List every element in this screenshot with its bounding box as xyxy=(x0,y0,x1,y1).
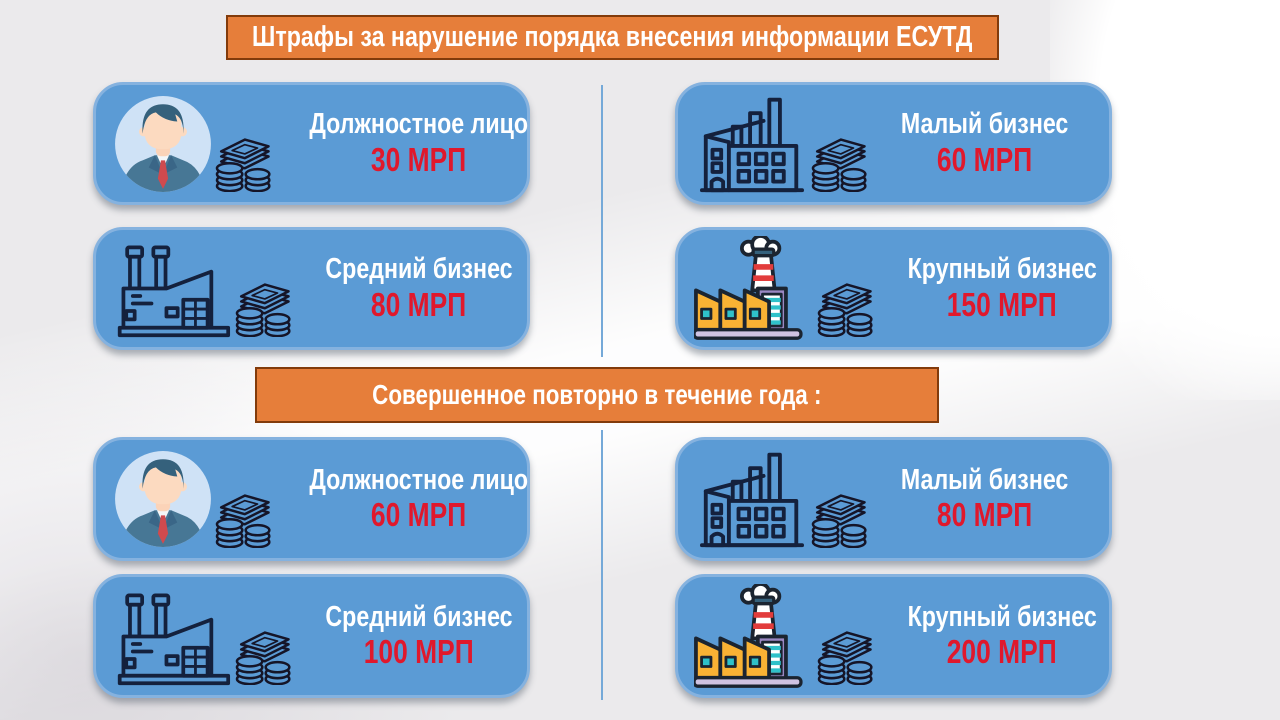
fine-card-official: Должностное лицо 30 МРП xyxy=(93,82,530,205)
money-stack-icon xyxy=(206,126,282,192)
card-label: Малый бизнес xyxy=(900,108,1069,141)
small-factory-icon xyxy=(694,92,810,196)
card-value: 80 МРП xyxy=(371,285,467,323)
card-value: 100 МРП xyxy=(363,633,474,671)
repeated-violation-section: Должностное лицо 60 МРП Малый бизнес 80 … xyxy=(93,437,1112,698)
column-divider-top xyxy=(601,85,603,357)
repeat-banner-label: Совершенное повторно в течение года : xyxy=(372,379,822,410)
card-text: Крупный бизнес 150 МРП xyxy=(884,254,1126,322)
card-label: Крупный бизнес xyxy=(907,253,1097,286)
card-value: 150 МРП xyxy=(947,285,1058,323)
card-value: 60 МРП xyxy=(936,140,1033,178)
card-label: Малый бизнес xyxy=(900,463,1069,496)
medium-factory-icon xyxy=(112,238,234,339)
card-label: Должностное лицо xyxy=(309,108,529,141)
card-value: 80 МРП xyxy=(936,496,1033,534)
card-text: Крупный бизнес 200 МРП xyxy=(884,602,1126,670)
fine-card-large-business-repeat: Крупный бизнес 200 МРП xyxy=(675,574,1112,698)
repeat-banner: Совершенное повторно в течение года : xyxy=(255,367,939,423)
card-text: Должностное лицо 30 МРП xyxy=(282,109,561,177)
fine-card-medium-business-repeat: Средний бизнес 100 МРП xyxy=(93,574,530,698)
first-violation-section: Должностное лицо 30 МРП Малый бизнес 60 … xyxy=(93,82,1112,350)
card-label: Средний бизнес xyxy=(325,600,513,633)
money-stack-icon xyxy=(226,619,302,685)
card-text: Средний бизнес 80 МРП xyxy=(302,254,542,322)
medium-factory-icon xyxy=(112,586,234,687)
card-value: 30 МРП xyxy=(371,140,467,178)
card-value: 60 МРП xyxy=(371,496,467,534)
fine-card-medium-business: Средний бизнес 80 МРП xyxy=(93,227,530,350)
money-stack-icon xyxy=(808,271,884,337)
title-banner-label: Штрафы за нарушение порядка внесения инф… xyxy=(252,21,973,53)
money-stack-icon xyxy=(802,482,878,548)
card-label: Средний бизнес xyxy=(325,253,513,286)
fine-card-large-business: Крупный бизнес 150 МРП xyxy=(675,227,1112,350)
official-person-icon xyxy=(112,448,214,550)
card-text: Средний бизнес 100 МРП xyxy=(302,602,542,670)
column-divider-bottom xyxy=(601,430,603,700)
large-factory-icon xyxy=(694,236,816,341)
card-value: 200 МРП xyxy=(947,633,1058,671)
card-label: Крупный бизнес xyxy=(907,600,1097,633)
money-stack-icon xyxy=(226,271,302,337)
fine-card-small-business: Малый бизнес 60 МРП xyxy=(675,82,1112,205)
official-person-icon xyxy=(112,93,214,195)
card-text: Малый бизнес 60 МРП xyxy=(878,109,1097,177)
card-label: Должностное лицо xyxy=(309,463,529,496)
money-stack-icon xyxy=(206,482,282,548)
card-text: Малый бизнес 80 МРП xyxy=(878,465,1097,533)
money-stack-icon xyxy=(802,126,878,192)
money-stack-icon xyxy=(808,619,884,685)
card-text: Должностное лицо 60 МРП xyxy=(282,465,561,533)
title-banner: Штрафы за нарушение порядка внесения инф… xyxy=(226,15,999,60)
fine-card-official-repeat: Должностное лицо 60 МРП xyxy=(93,437,530,561)
small-factory-icon xyxy=(694,447,810,551)
fine-card-small-business-repeat: Малый бизнес 80 МРП xyxy=(675,437,1112,561)
large-factory-icon xyxy=(694,584,816,689)
